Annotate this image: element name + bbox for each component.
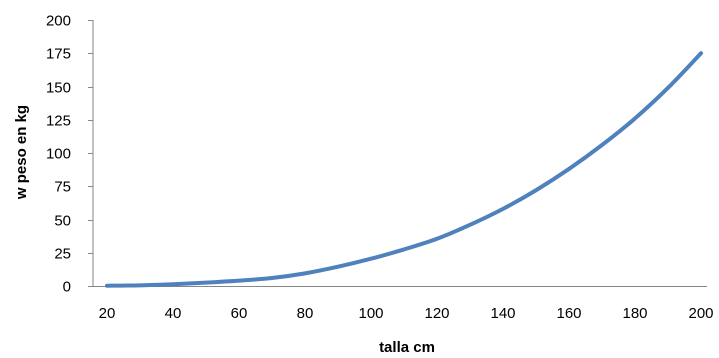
x-tick-label: 120 [424, 305, 449, 322]
x-tick-label: 180 [622, 305, 647, 322]
y-tick-label: 125 [46, 113, 71, 130]
series-group [105, 51, 703, 288]
y-tick-label: 100 [46, 146, 71, 163]
x-tick-label: 40 [165, 305, 182, 322]
series-line [105, 51, 703, 288]
y-tick-label: 25 [54, 246, 71, 263]
x-tick-label: 80 [297, 305, 314, 322]
x-tick-label: 200 [688, 305, 713, 322]
x-tick-label: 140 [490, 305, 515, 322]
x-axis-title: talla cm [379, 339, 435, 356]
y-tick-label: 200 [46, 13, 71, 30]
y-tick-label: 50 [54, 213, 71, 230]
y-axis-title: w peso en kg [13, 105, 30, 200]
y-tick-label: 75 [54, 179, 71, 196]
x-tick-label: 60 [231, 305, 248, 322]
x-axis: 20 40 60 80 100 120 140 160 180 200 [93, 286, 714, 322]
x-tick-label: 100 [358, 305, 383, 322]
y-tick-label: 0 [63, 279, 71, 296]
y-tick-label: 150 [46, 80, 71, 97]
x-tick-label: 20 [99, 305, 116, 322]
y-tick-label: 175 [46, 46, 71, 63]
x-tick-label: 160 [556, 305, 581, 322]
y-axis: 0 25 50 75 100 125 150 175 200 [46, 13, 94, 296]
